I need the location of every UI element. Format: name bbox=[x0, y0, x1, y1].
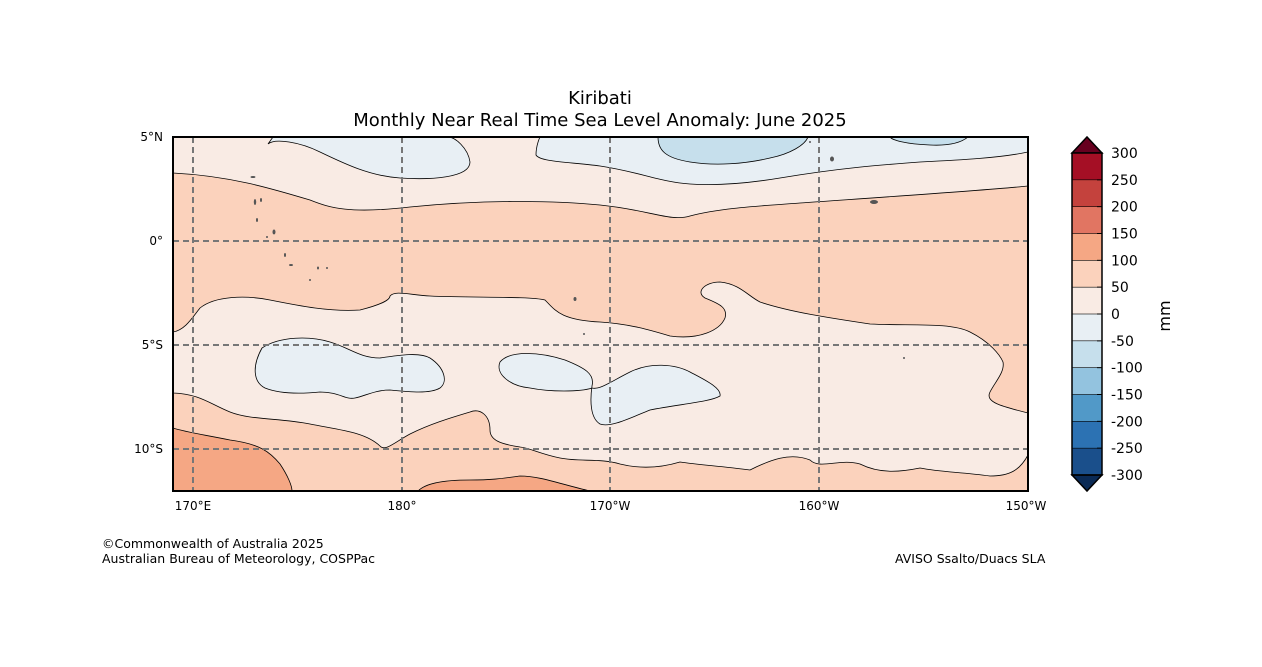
lon-label: 180° bbox=[388, 499, 417, 513]
colorbar-under-arrow bbox=[1070, 474, 1104, 493]
colorbar-tick-label: 300 bbox=[1111, 146, 1138, 162]
anomaly-field bbox=[173, 137, 1028, 491]
contour-band-100-150-west bbox=[173, 427, 293, 491]
island bbox=[903, 357, 905, 359]
colorbar-bands bbox=[1071, 152, 1103, 476]
colorbar-tick-label: -200 bbox=[1111, 414, 1143, 430]
colorbar: 300 250 200 150 100 50 0 -50 -100 -150 -200 -250 -30… bbox=[1070, 135, 1174, 493]
colorbar-tick-label: -100 bbox=[1111, 361, 1143, 377]
contour-band-neg100-a bbox=[657, 137, 809, 165]
island bbox=[256, 218, 258, 222]
lon-label: 170°E bbox=[175, 499, 212, 513]
island bbox=[573, 297, 577, 301]
data-source-text: AVISO Ssalto/Duacs SLA bbox=[895, 551, 1046, 566]
colorbar-band bbox=[1071, 152, 1103, 181]
lon-label: 170°W bbox=[590, 499, 631, 513]
colorbar-band bbox=[1071, 260, 1103, 288]
island bbox=[870, 200, 878, 204]
colorbar-tick-label: -150 bbox=[1111, 388, 1143, 404]
colorbar-tick-label: 250 bbox=[1111, 173, 1138, 189]
lat-label: 5°S bbox=[142, 338, 163, 352]
colorbar-over-arrow bbox=[1070, 135, 1104, 154]
colorbar-band bbox=[1071, 394, 1103, 422]
island bbox=[260, 198, 262, 202]
colorbar-band bbox=[1071, 447, 1103, 476]
contour-band-neg-north-east bbox=[535, 137, 1028, 186]
latitude-labels: 5°N 0° 5°S 10°S bbox=[134, 130, 163, 456]
colorbar-tick-label: 150 bbox=[1111, 227, 1138, 243]
lat-label: 10°S bbox=[134, 442, 163, 456]
lon-label: 150°W bbox=[1006, 499, 1047, 513]
island bbox=[289, 264, 293, 266]
organization-text: Australian Bureau of Meteorology, COSPPa… bbox=[102, 551, 375, 566]
island bbox=[583, 333, 585, 335]
island bbox=[250, 176, 256, 178]
contour-band-0-50-central bbox=[173, 281, 1028, 477]
map-subtitle: Monthly Near Real Time Sea Level Anomaly… bbox=[353, 110, 847, 131]
colorbar-tick-label: -250 bbox=[1111, 441, 1143, 457]
island bbox=[284, 253, 286, 257]
contour-band-neg-north-west bbox=[267, 137, 471, 180]
colorbar-tick-label: 200 bbox=[1111, 200, 1138, 216]
colorbar-tick-label: 100 bbox=[1111, 253, 1138, 269]
island bbox=[253, 199, 257, 205]
islands bbox=[250, 141, 905, 359]
colorbar-band bbox=[1071, 233, 1103, 261]
colorbar-band bbox=[1071, 179, 1103, 208]
colorbar-tick-label: 0 bbox=[1111, 307, 1120, 323]
gridlines bbox=[173, 137, 1028, 491]
colorbar-band bbox=[1071, 313, 1103, 342]
colorbar-ticks: 300 250 200 150 100 50 0 -50 -100 -150 -200 -250 -30… bbox=[1097, 146, 1143, 484]
island bbox=[266, 236, 268, 238]
colorbar-band bbox=[1071, 340, 1103, 369]
colorbar-band bbox=[1071, 367, 1103, 396]
contour-band-neg100-b bbox=[889, 137, 969, 146]
lat-label: 0° bbox=[149, 234, 163, 248]
contour-band-neg-south-west bbox=[254, 337, 445, 399]
island bbox=[326, 267, 328, 269]
lon-label: 160°W bbox=[799, 499, 840, 513]
colorbar-tick-label: 50 bbox=[1111, 280, 1129, 296]
copyright-text: ©Commonwealth of Australia 2025 bbox=[102, 536, 324, 551]
colorbar-tick-label: -50 bbox=[1111, 334, 1134, 350]
colorbar-tick-label: -300 bbox=[1111, 468, 1143, 484]
island bbox=[317, 266, 319, 270]
island bbox=[272, 229, 276, 235]
island bbox=[830, 156, 834, 162]
lat-label: 5°N bbox=[140, 130, 163, 144]
longitude-labels: 170°E 180° 170°W 160°W 150°W bbox=[175, 499, 1047, 513]
island bbox=[809, 141, 811, 143]
contour-band-100-150-south bbox=[417, 475, 591, 491]
map-title: Kiribati bbox=[568, 88, 632, 109]
colorbar-band bbox=[1071, 286, 1103, 315]
island bbox=[309, 279, 311, 281]
map-frame bbox=[172, 136, 1029, 492]
colorbar-band bbox=[1071, 206, 1103, 235]
colorbar-band bbox=[1071, 421, 1103, 449]
colorbar-unit-label: mm bbox=[1155, 300, 1174, 331]
